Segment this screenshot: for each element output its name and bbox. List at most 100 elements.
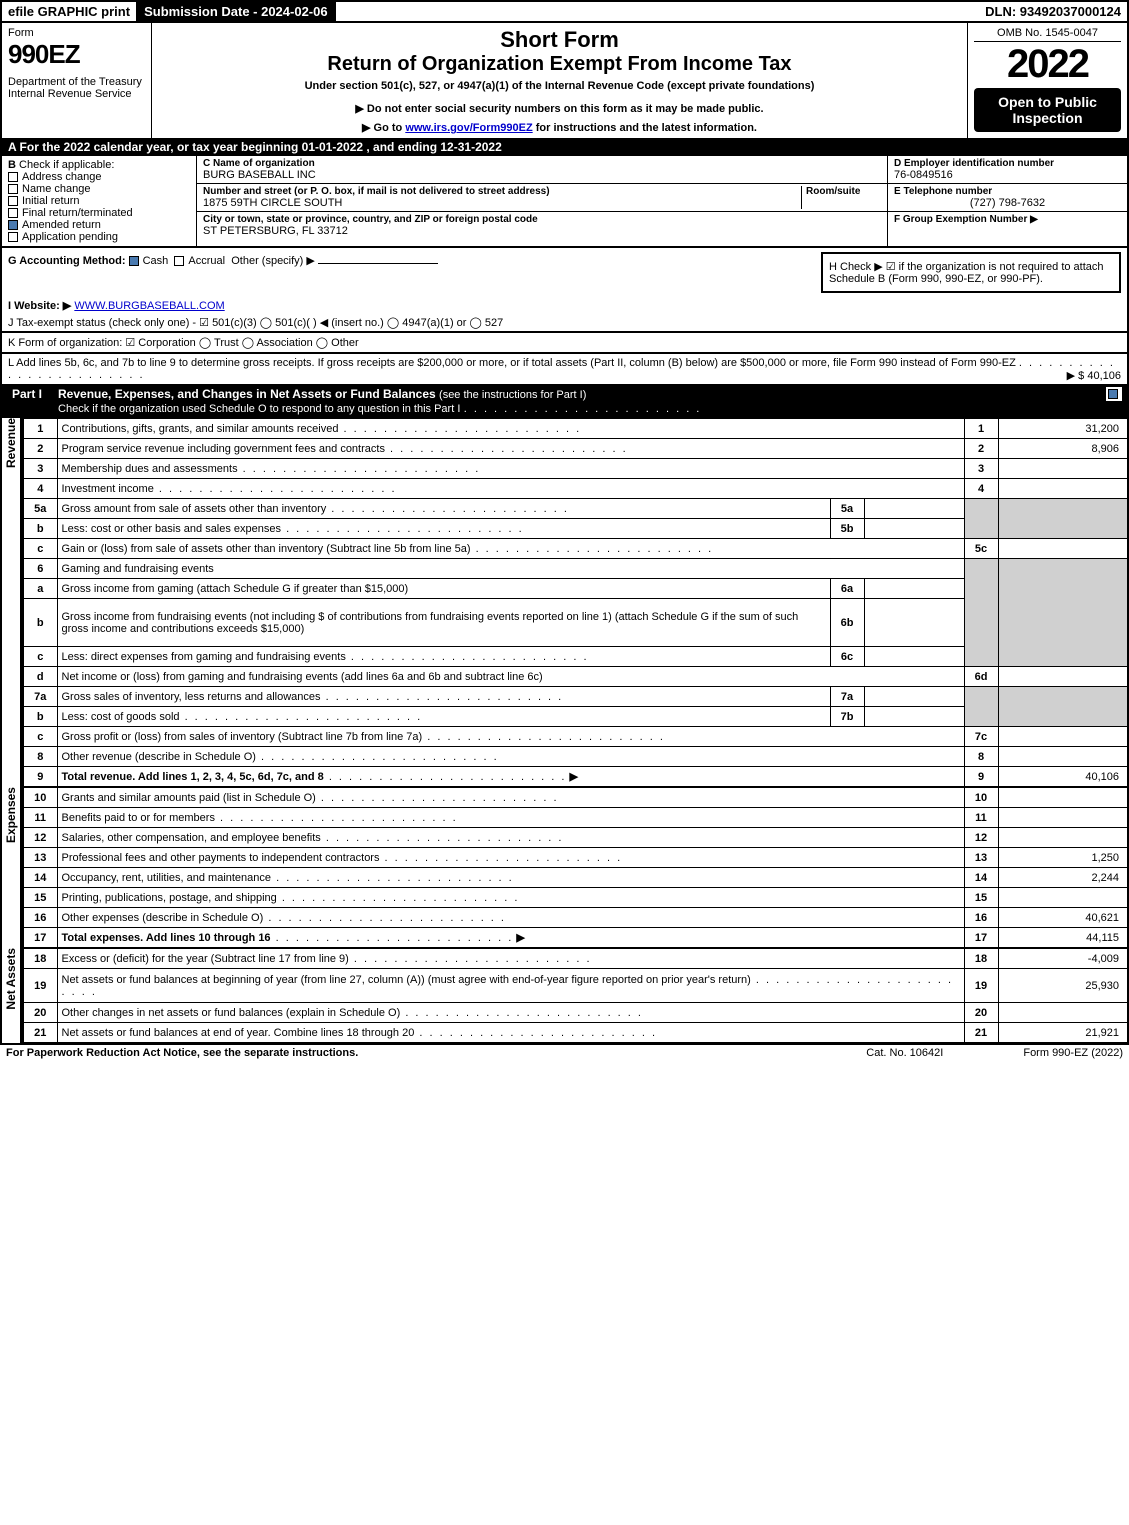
line-18: 18Excess or (deficit) for the year (Subt… xyxy=(23,949,1128,969)
b-label: B xyxy=(8,159,16,171)
line-5a: 5aGross amount from sale of assets other… xyxy=(23,499,1128,519)
opt-name-change: Name change xyxy=(22,183,91,195)
chk-application-pending[interactable] xyxy=(8,232,18,242)
b-check-label: Check if applicable: xyxy=(19,159,114,171)
c-addr-hdr: Number and street (or P. O. box, if mail… xyxy=(203,186,801,197)
line-6: 6Gaming and fundraising events xyxy=(23,559,1128,579)
header-mid: Short Form Return of Organization Exempt… xyxy=(152,23,967,138)
netassets-block: Net Assets 18Excess or (deficit) for the… xyxy=(0,948,1129,1043)
d-hdr: D Employer identification number xyxy=(894,158,1121,169)
line-4: 4Investment income4 xyxy=(23,479,1128,499)
ein-value: 76-0849516 xyxy=(894,169,1121,181)
c-name-hdr: C Name of organization xyxy=(203,158,881,169)
expenses-block: Expenses 10Grants and similar amounts pa… xyxy=(0,787,1129,948)
line-9: 9Total revenue. Add lines 1, 2, 3, 4, 5c… xyxy=(23,767,1128,787)
omb-number: OMB No. 1545-0047 xyxy=(974,27,1121,42)
chk-initial-return[interactable] xyxy=(8,196,18,206)
goto-prefix: ▶ Go to xyxy=(362,122,405,134)
open-public-badge: Open to Public Inspection xyxy=(974,88,1121,132)
f-hdr: F Group Exemption Number ▶ xyxy=(894,214,1121,225)
revenue-table: 1Contributions, gifts, grants, and simil… xyxy=(22,418,1129,787)
chk-amended-return[interactable] xyxy=(8,220,18,230)
goto-suffix: for instructions and the latest informat… xyxy=(533,122,757,134)
efile-label[interactable]: efile GRAPHIC print xyxy=(2,2,138,21)
page-footer: For Paperwork Reduction Act Notice, see … xyxy=(0,1043,1129,1061)
footer-right: Form 990-EZ (2022) xyxy=(1023,1047,1123,1059)
org-city: ST PETERSBURG, FL 33712 xyxy=(203,225,881,237)
phone-value: (727) 798-7632 xyxy=(894,197,1121,209)
footer-left: For Paperwork Reduction Act Notice, see … xyxy=(6,1047,866,1059)
tax-year: 2022 xyxy=(974,44,1121,84)
line-19: 19Net assets or fund balances at beginni… xyxy=(23,969,1128,1003)
section-k: K Form of organization: ☑ Corporation ◯ … xyxy=(0,332,1129,354)
l-text: L Add lines 5b, 6c, and 7b to line 9 to … xyxy=(8,357,1016,369)
section-bcdef: B Check if applicable: Address change Na… xyxy=(0,156,1129,248)
return-title: Return of Organization Exempt From Incom… xyxy=(158,53,961,76)
chk-accrual[interactable] xyxy=(174,256,184,266)
opt-address-change: Address change xyxy=(22,171,102,183)
org-address: 1875 59TH CIRCLE SOUTH xyxy=(203,197,801,209)
chk-address-change[interactable] xyxy=(8,172,18,182)
section-def: D Employer identification number 76-0849… xyxy=(887,156,1127,246)
line-6c: cLess: direct expenses from gaming and f… xyxy=(23,647,1128,667)
chk-cash[interactable] xyxy=(129,256,139,266)
section-g: G Accounting Method: Cash Accrual Other … xyxy=(2,248,821,297)
expenses-table: 10Grants and similar amounts paid (list … xyxy=(22,787,1129,948)
short-form-title: Short Form xyxy=(158,27,961,53)
section-ghij: G Accounting Method: Cash Accrual Other … xyxy=(0,248,1129,332)
footer-mid: Cat. No. 10642I xyxy=(866,1047,943,1059)
dept-label: Department of the Treasury xyxy=(8,76,145,88)
line-6d: dNet income or (loss) from gaming and fu… xyxy=(23,667,1128,687)
opt-amended-return: Amended return xyxy=(22,219,101,231)
line-a: A For the 2022 calendar year, or tax yea… xyxy=(0,138,1129,156)
line-17: 17Total expenses. Add lines 10 through 1… xyxy=(23,928,1128,948)
section-h: H Check ▶ ☑ if the organization is not r… xyxy=(821,252,1121,293)
part1-check-line: Check if the organization used Schedule … xyxy=(58,403,460,415)
part1-title-main: Revenue, Expenses, and Changes in Net As… xyxy=(58,387,436,401)
l-amount: ▶ $ 40,106 xyxy=(1067,369,1121,382)
header-left: Form 990EZ Department of the Treasury In… xyxy=(2,23,152,138)
part1-title-sub: (see the instructions for Part I) xyxy=(439,389,586,401)
g-other: Other (specify) ▶ xyxy=(231,255,315,267)
expenses-vlabel: Expenses xyxy=(0,787,22,948)
goto-link[interactable]: www.irs.gov/Form990EZ xyxy=(405,122,532,134)
c-city-hdr: City or town, state or province, country… xyxy=(203,214,881,225)
revenue-block: Revenue 1Contributions, gifts, grants, a… xyxy=(0,418,1129,787)
e-hdr: E Telephone number xyxy=(894,186,1121,197)
line-7a: 7aGross sales of inventory, less returns… xyxy=(23,687,1128,707)
line-7b: bLess: cost of goods sold7b xyxy=(23,707,1128,727)
submission-date: Submission Date - 2024-02-06 xyxy=(138,2,336,21)
dln-label: DLN: 93492037000124 xyxy=(979,2,1127,21)
website-link[interactable]: WWW.BURGBASEBALL.COM xyxy=(74,300,224,312)
line-2: 2Program service revenue including gover… xyxy=(23,439,1128,459)
part1-tag: Part I xyxy=(2,384,52,404)
h-text: H Check ▶ ☑ if the organization is not r… xyxy=(829,261,1104,285)
line-6b: bGross income from fundraising events (n… xyxy=(23,599,1128,647)
section-l: L Add lines 5b, 6c, and 7b to line 9 to … xyxy=(0,354,1129,384)
line-20: 20Other changes in net assets or fund ba… xyxy=(23,1003,1128,1023)
g-cash: Cash xyxy=(143,255,169,267)
line-3: 3Membership dues and assessments3 xyxy=(23,459,1128,479)
line-11: 11Benefits paid to or for members11 xyxy=(23,808,1128,828)
netassets-table: 18Excess or (deficit) for the year (Subt… xyxy=(22,948,1129,1043)
line-5b: bLess: cost or other basis and sales exp… xyxy=(23,519,1128,539)
chk-final-return[interactable] xyxy=(8,208,18,218)
form-label: Form xyxy=(8,27,145,39)
line-6a: aGross income from gaming (attach Schedu… xyxy=(23,579,1128,599)
line-5c: cGain or (loss) from sale of assets othe… xyxy=(23,539,1128,559)
g-accrual: Accrual xyxy=(188,255,225,267)
irs-label: Internal Revenue Service xyxy=(8,88,145,100)
line-10: 10Grants and similar amounts paid (list … xyxy=(23,788,1128,808)
part1-checkbox[interactable] xyxy=(1105,386,1123,402)
chk-name-change[interactable] xyxy=(8,184,18,194)
goto-line: ▶ Go to www.irs.gov/Form990EZ for instru… xyxy=(158,121,961,134)
opt-final-return: Final return/terminated xyxy=(22,207,133,219)
line-12: 12Salaries, other compensation, and empl… xyxy=(23,828,1128,848)
top-bar: efile GRAPHIC print Submission Date - 20… xyxy=(0,0,1129,23)
line-7c: cGross profit or (loss) from sales of in… xyxy=(23,727,1128,747)
form-header: Form 990EZ Department of the Treasury In… xyxy=(0,23,1129,138)
section-b: B Check if applicable: Address change Na… xyxy=(2,156,197,246)
form-number: 990EZ xyxy=(8,39,145,70)
line-15: 15Printing, publications, postage, and s… xyxy=(23,888,1128,908)
i-label: I Website: ▶ xyxy=(8,300,71,312)
